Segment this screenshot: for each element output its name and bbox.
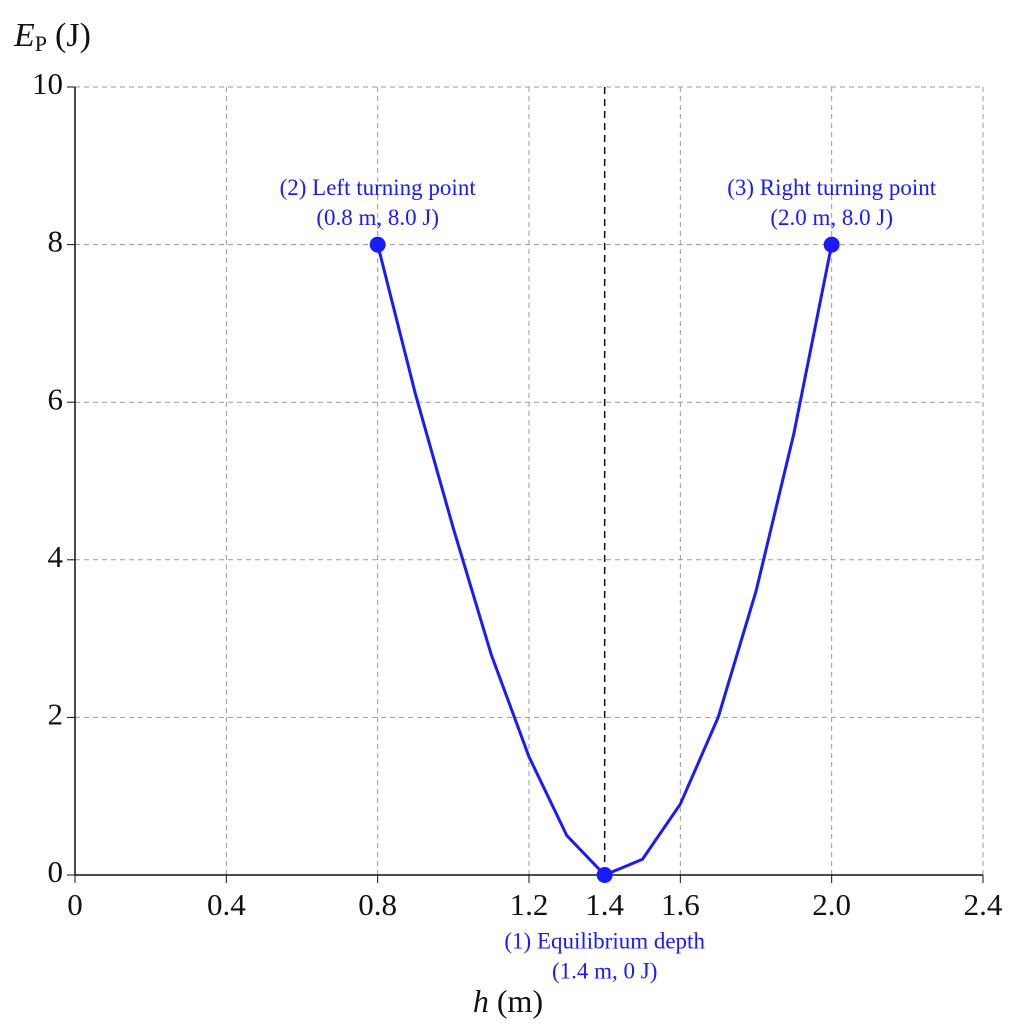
annotation-text: (2) Left turning point — [280, 175, 477, 200]
annotation-point — [369, 236, 386, 253]
annotation-text: (3) Right turning point — [727, 175, 937, 200]
y-tick-label: 2 — [48, 697, 64, 732]
x-tick-label: 2.0 — [812, 887, 851, 922]
annotation-point — [596, 867, 613, 883]
x-tick-label: 1.6 — [661, 887, 700, 922]
annotation-text: (2.0 m, 8.0 J) — [770, 205, 893, 230]
x-tick-label: 2.4 — [964, 887, 1003, 922]
x-axis-label: h (m) — [473, 983, 543, 1019]
y-subscript: P — [35, 31, 47, 56]
x-tick-label: 1.4 — [585, 887, 624, 922]
y-tick-label: 10 — [32, 66, 63, 101]
x-tick-label: 0.8 — [358, 887, 397, 922]
x-tick-label: 1.2 — [510, 887, 549, 922]
y-unit: (J) — [55, 17, 91, 54]
y-tick-label: 4 — [48, 539, 64, 574]
x-unit: (m) — [497, 983, 543, 1019]
y-axis-label: EP (J) — [13, 17, 91, 56]
annotation-text: (1) Equilibrium depth — [504, 928, 705, 953]
annotation-point — [823, 236, 840, 253]
annotation-text: (0.8 m, 8.0 J) — [316, 205, 439, 230]
y-tick-label: 0 — [48, 854, 64, 889]
y-symbol: E — [13, 17, 35, 54]
x-symbol: h — [473, 983, 489, 1019]
x-tick-label: 0 — [67, 887, 83, 922]
y-tick-label: 8 — [48, 224, 64, 259]
y-tick-label: 6 — [48, 381, 64, 416]
annotation-text: (1.4 m, 0 J) — [552, 958, 657, 983]
x-tick-label: 0.4 — [207, 887, 246, 922]
